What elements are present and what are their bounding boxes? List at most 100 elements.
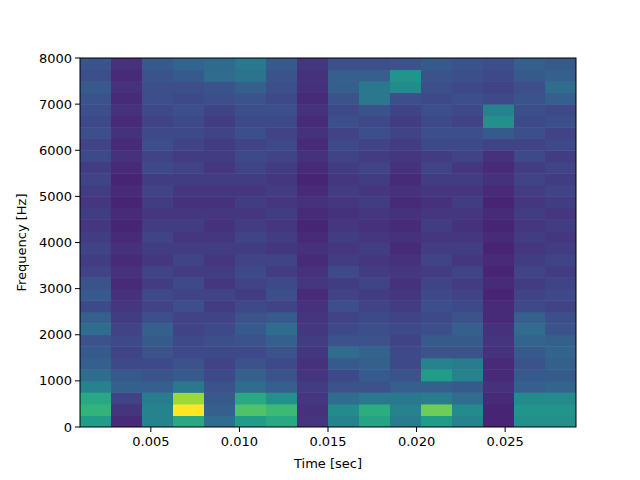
cell <box>142 243 174 255</box>
cell <box>80 312 112 324</box>
cell <box>359 392 391 404</box>
cell <box>545 266 576 278</box>
cell <box>328 81 360 93</box>
cell <box>514 58 546 70</box>
cell <box>111 289 143 301</box>
cell <box>266 243 298 255</box>
cell <box>173 381 205 393</box>
cell <box>421 346 453 358</box>
cell <box>80 404 112 416</box>
cell <box>111 369 143 381</box>
cell <box>204 277 236 289</box>
cell <box>142 104 174 116</box>
cell <box>297 243 329 255</box>
cell <box>142 266 174 278</box>
cell <box>80 208 112 220</box>
y-tick-label: 5000 <box>39 189 72 204</box>
cell <box>80 254 112 266</box>
cell <box>111 150 143 162</box>
cell <box>266 323 298 335</box>
cell <box>421 81 453 93</box>
cell <box>297 162 329 174</box>
cell <box>235 196 267 208</box>
cell <box>297 127 329 139</box>
cell <box>204 323 236 335</box>
cell <box>390 392 422 404</box>
cell <box>204 404 236 416</box>
cell <box>452 381 484 393</box>
cell <box>483 289 515 301</box>
cell <box>483 127 515 139</box>
cell <box>421 139 453 151</box>
cell <box>452 358 484 370</box>
y-tick <box>75 380 80 381</box>
cell <box>421 335 453 347</box>
cell <box>266 335 298 347</box>
cell <box>545 289 576 301</box>
cell <box>483 254 515 266</box>
cell <box>173 127 205 139</box>
y-tick-label: 8000 <box>39 51 72 66</box>
cell <box>235 312 267 324</box>
cell <box>173 81 205 93</box>
cell <box>483 81 515 93</box>
cell <box>173 162 205 174</box>
cell <box>328 243 360 255</box>
cell <box>235 139 267 151</box>
cell <box>328 346 360 358</box>
cell <box>80 185 112 197</box>
cell <box>390 139 422 151</box>
cell <box>266 150 298 162</box>
cell <box>390 185 422 197</box>
cell <box>514 266 546 278</box>
cell <box>421 323 453 335</box>
cell <box>514 219 546 231</box>
cell <box>235 335 267 347</box>
cell <box>266 254 298 266</box>
cell <box>297 139 329 151</box>
cell <box>297 404 329 416</box>
cell <box>173 208 205 220</box>
cell <box>359 404 391 416</box>
cell <box>297 254 329 266</box>
cell <box>266 93 298 105</box>
cell <box>204 104 236 116</box>
cell <box>80 81 112 93</box>
cell <box>421 70 453 82</box>
cell <box>421 266 453 278</box>
cell <box>483 392 515 404</box>
cell <box>80 323 112 335</box>
cell <box>545 243 576 255</box>
cell <box>111 70 143 82</box>
cell <box>514 93 546 105</box>
cell <box>235 392 267 404</box>
cell <box>452 81 484 93</box>
x-tick-label: 0.015 <box>309 434 346 449</box>
cell <box>359 381 391 393</box>
cell <box>328 335 360 347</box>
cell <box>545 404 576 416</box>
cell <box>142 196 174 208</box>
cell <box>545 277 576 289</box>
cell <box>266 58 298 70</box>
cell <box>80 150 112 162</box>
cell <box>545 196 576 208</box>
cell <box>483 381 515 393</box>
cell <box>359 70 391 82</box>
cell <box>142 127 174 139</box>
cell <box>421 243 453 255</box>
cell <box>266 219 298 231</box>
cell <box>545 392 576 404</box>
cell <box>359 150 391 162</box>
cell <box>452 346 484 358</box>
cell <box>514 358 546 370</box>
cell <box>297 369 329 381</box>
cell <box>80 116 112 128</box>
cell <box>204 116 236 128</box>
cell <box>142 369 174 381</box>
cell <box>266 231 298 243</box>
cell <box>514 81 546 93</box>
cell <box>80 93 112 105</box>
cell <box>545 185 576 197</box>
cell <box>359 219 391 231</box>
